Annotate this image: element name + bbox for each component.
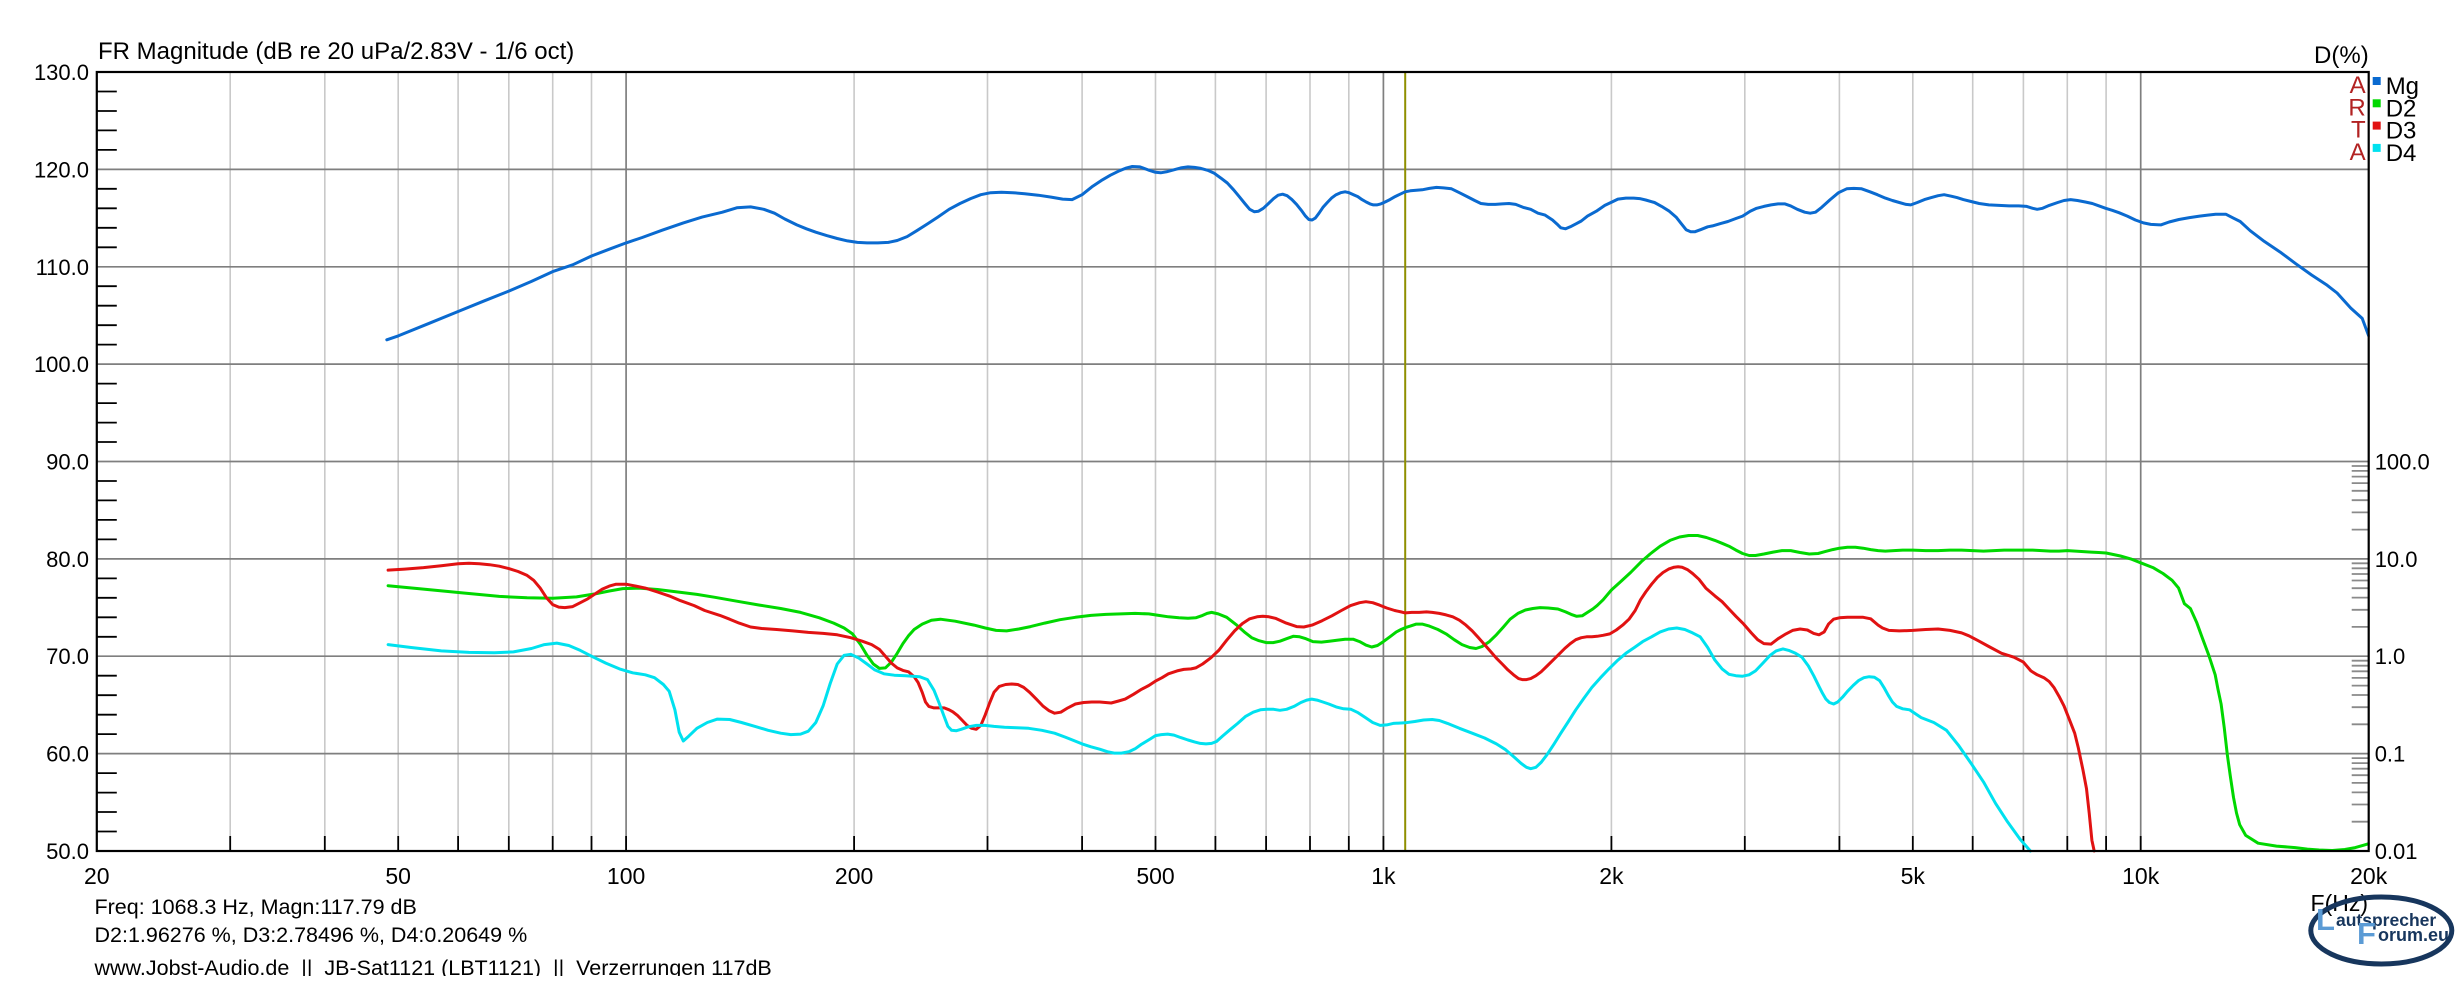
svg-text:0.1: 0.1 <box>2375 742 2406 767</box>
svg-text:50.0: 50.0 <box>46 839 89 864</box>
svg-text:D4: D4 <box>2386 140 2417 167</box>
svg-text:120.0: 120.0 <box>34 157 89 182</box>
svg-text:D3: D3 <box>2386 118 2417 145</box>
svg-text:1k: 1k <box>1371 863 1396 889</box>
svg-text:20k: 20k <box>2350 863 2388 889</box>
svg-text:10k: 10k <box>2122 863 2160 889</box>
svg-text:D(%): D(%) <box>2314 42 2369 69</box>
svg-text:orum.eu: orum.eu <box>2378 925 2449 945</box>
svg-text:100.0: 100.0 <box>2375 450 2430 475</box>
svg-text:www.Jobst-Audio.de || JB-Sat: www.Jobst-Audio.de || JB-Sat1121 (LBT112… <box>94 956 772 976</box>
svg-text:L: L <box>2316 902 2335 937</box>
svg-text:100: 100 <box>607 863 645 889</box>
svg-text:D2: D2 <box>2386 95 2417 122</box>
svg-text:R: R <box>2348 94 2365 121</box>
svg-text:1.0: 1.0 <box>2375 644 2406 669</box>
svg-text:0.01: 0.01 <box>2375 839 2418 864</box>
svg-text:130.0: 130.0 <box>34 60 89 85</box>
svg-text:110.0: 110.0 <box>36 255 89 280</box>
svg-text:500: 500 <box>1136 863 1174 889</box>
svg-text:70.0: 70.0 <box>46 644 89 669</box>
svg-text:90.0: 90.0 <box>46 450 89 475</box>
svg-text:60.0: 60.0 <box>46 742 89 767</box>
svg-text:FR Magnitude (dB re 20 uPa/2.8: FR Magnitude (dB re 20 uPa/2.83V - 1/6 o… <box>98 38 574 65</box>
svg-text:A: A <box>2350 139 2366 166</box>
svg-text:T: T <box>2351 117 2366 144</box>
svg-text:D2:1.96276 %, D3:2.78496 %, D4: D2:1.96276 %, D3:2.78496 %, D4:0.20649 % <box>95 923 528 947</box>
svg-text:2k: 2k <box>1599 863 1624 889</box>
svg-text:F: F <box>2357 916 2376 951</box>
svg-text:200: 200 <box>835 863 873 889</box>
svg-text:10.0: 10.0 <box>2375 547 2418 572</box>
svg-text:A: A <box>2350 72 2366 99</box>
svg-text:autsprecher: autsprecher <box>2336 910 2436 930</box>
svg-text:80.0: 80.0 <box>46 547 89 572</box>
svg-text:50: 50 <box>385 863 411 889</box>
svg-text:5k: 5k <box>1901 863 1926 889</box>
svg-text:Freq: 1068.3 Hz, Magn:117.79 d: Freq: 1068.3 Hz, Magn:117.79 dB <box>95 895 417 919</box>
svg-text:20: 20 <box>84 863 110 889</box>
svg-text:Mg: Mg <box>2386 73 2419 100</box>
svg-text:100.0: 100.0 <box>34 352 89 377</box>
